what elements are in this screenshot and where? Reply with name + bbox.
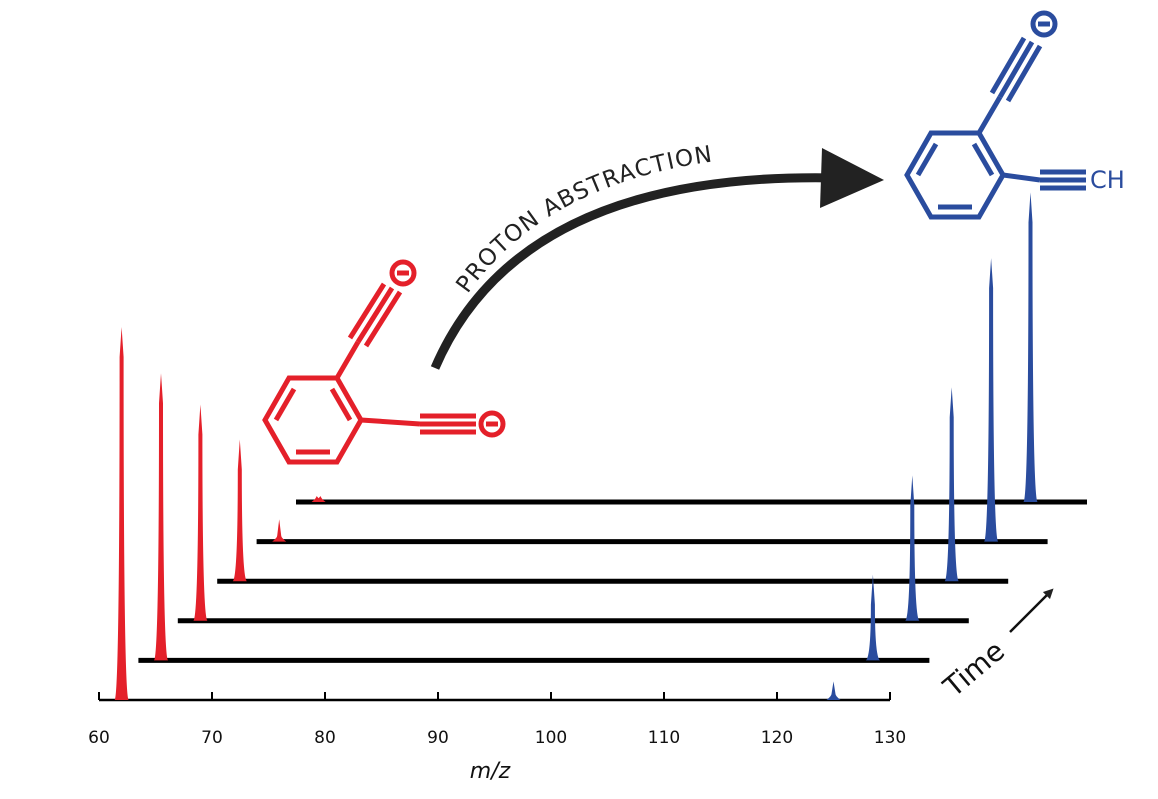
product-molecule [904,10,1086,220]
x-tick-label: 130 [874,728,906,748]
x-tick-label: 70 [201,728,223,748]
peak [984,258,999,542]
x-tick-label: 60 [88,728,110,748]
peak [154,373,168,661]
x-tick-label: 80 [314,728,336,748]
time-label: Time [936,634,1010,704]
peak [114,327,129,700]
peak [905,475,920,621]
reactant-molecule [262,259,506,465]
arrow-head [820,148,884,208]
peak [232,439,247,582]
time-arrow [1009,588,1054,633]
peak [1023,192,1038,502]
x-axis-label: m/z [470,759,511,784]
x-tick-label: 100 [535,728,567,748]
x-tick-label: 110 [648,728,680,748]
x-tick-label: 120 [761,728,793,748]
peak [311,496,326,502]
reaction-arrow [430,173,841,370]
peak [193,404,208,621]
product-label: CH [1090,166,1125,194]
x-tick-label: 90 [427,728,449,748]
peak [272,519,287,542]
plot-area: 60 70 80 90 100 110 120 130 [88,192,1087,748]
peak [865,574,880,661]
peak [826,681,841,700]
peak [944,387,959,582]
